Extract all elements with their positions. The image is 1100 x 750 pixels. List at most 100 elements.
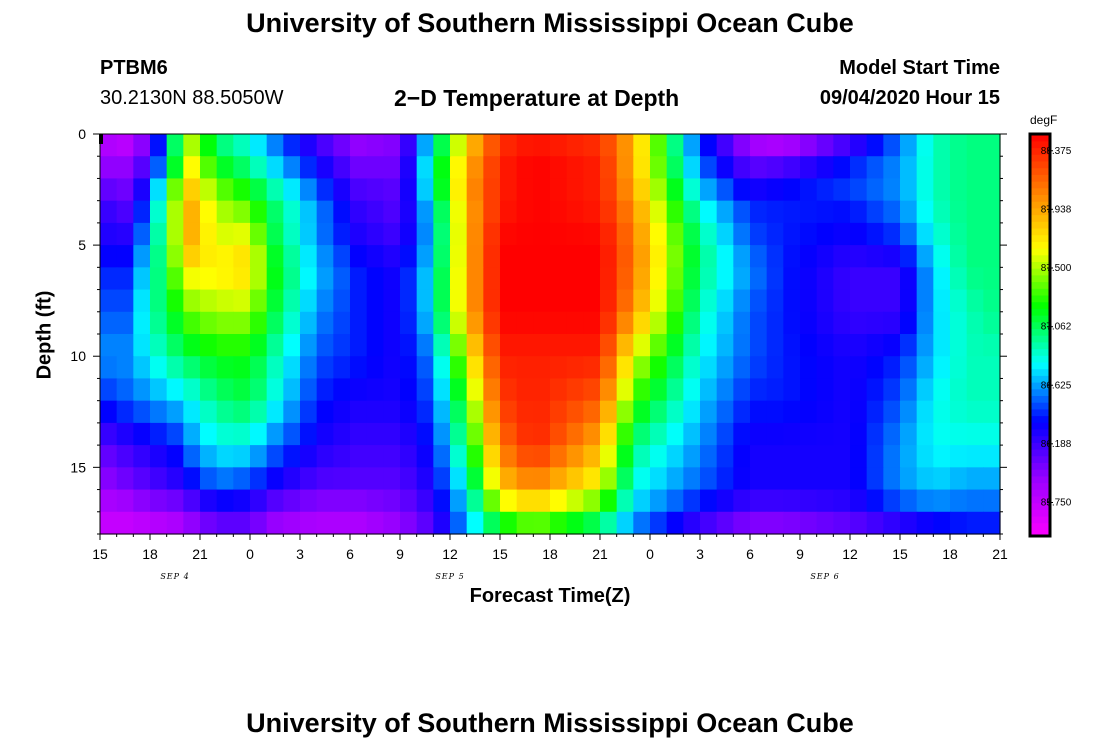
heatmap-cell — [483, 489, 501, 513]
heatmap-cell — [533, 445, 551, 468]
heatmap-cell — [250, 200, 268, 224]
heatmap-cell — [550, 245, 568, 268]
heatmap-cell — [150, 356, 168, 380]
heatmap-cell — [416, 400, 434, 424]
heatmap-cell — [883, 156, 901, 180]
heatmap-cell — [666, 334, 684, 357]
heatmap-cell — [233, 267, 251, 291]
heatmap-cell — [633, 200, 651, 224]
heatmap-cell — [583, 178, 601, 202]
heatmap-cell — [533, 289, 551, 313]
heatmap-cell — [350, 489, 368, 513]
colorbar-swatch — [1030, 201, 1050, 209]
heatmap-cell — [350, 134, 368, 157]
heatmap-cell — [100, 378, 118, 402]
heatmap-cell — [983, 356, 1001, 380]
heatmap-cell — [333, 378, 351, 402]
heatmap-cell — [633, 467, 651, 491]
heatmap-cell — [566, 311, 584, 335]
heatmap-cell — [300, 267, 318, 291]
heatmap-cell — [233, 489, 251, 513]
heatmap-cell — [483, 289, 501, 313]
heatmap-cell — [250, 245, 268, 268]
heatmap-cell — [700, 511, 718, 535]
heatmap-cell — [716, 445, 734, 468]
heatmap-cell — [116, 445, 134, 468]
heatmap-cell — [816, 156, 834, 180]
heatmap-cell — [816, 178, 834, 202]
colorbar-swatch — [1030, 147, 1050, 155]
heatmap-cell — [733, 356, 751, 380]
heatmap-cell — [883, 489, 901, 513]
heatmap-cell — [683, 378, 701, 402]
heatmap-cell — [300, 245, 318, 268]
heatmap-cell — [666, 156, 684, 180]
heatmap-cell — [883, 178, 901, 202]
heatmap-cell — [250, 334, 268, 357]
colorbar-swatch — [1030, 395, 1050, 403]
heatmap-cell — [483, 334, 501, 357]
heatmap-cell — [383, 334, 401, 357]
heatmap-cell — [400, 445, 418, 468]
heatmap-cell — [500, 311, 518, 335]
x-tick-label: 0 — [646, 546, 654, 562]
heatmap-cell — [783, 356, 801, 380]
heatmap-cell — [100, 422, 118, 446]
x-tick-label: 15 — [492, 546, 508, 562]
heatmap-cell — [483, 445, 501, 468]
heatmap-cell — [283, 422, 301, 446]
heatmap-cell — [700, 200, 718, 224]
heatmap-cell — [333, 311, 351, 335]
heatmap-cell — [200, 311, 218, 335]
heatmap-cell — [816, 356, 834, 380]
colorbar-swatch — [1030, 281, 1050, 289]
heatmap-cell — [400, 267, 418, 291]
heatmap-cell — [833, 489, 851, 513]
heatmap-cell — [766, 511, 784, 535]
heatmap-cell — [783, 311, 801, 335]
x-tick-label: 3 — [696, 546, 704, 562]
heatmap-cell — [983, 156, 1001, 180]
heatmap-cell — [750, 356, 768, 380]
heatmap-cell — [983, 245, 1001, 268]
heatmap-cell — [433, 134, 451, 157]
heatmap-cell — [983, 378, 1001, 402]
colorbar-swatch — [1030, 221, 1050, 229]
heatmap-cell — [916, 222, 934, 246]
heatmap-cell — [766, 222, 784, 246]
heatmap-cell — [333, 511, 351, 535]
heatmap-cell — [750, 378, 768, 402]
heatmap-cell — [466, 222, 484, 246]
heatmap-cell — [966, 134, 984, 157]
heatmap-cell — [683, 222, 701, 246]
heatmap-cell — [133, 267, 151, 291]
heatmap-cell — [700, 311, 718, 335]
heatmap-cell — [100, 511, 118, 535]
colorbar-swatch — [1030, 241, 1050, 249]
heatmap-cell — [783, 511, 801, 535]
heatmap-cell — [366, 245, 384, 268]
heatmap-cell — [666, 267, 684, 291]
heatmap-cell — [800, 267, 818, 291]
heatmap-cell — [616, 267, 634, 291]
heatmap-cell — [166, 445, 184, 468]
heatmap-cell — [916, 445, 934, 468]
heatmap-cell — [316, 245, 334, 268]
heatmap-cell — [400, 222, 418, 246]
heatmap-cell — [383, 422, 401, 446]
heatmap-cell — [383, 356, 401, 380]
heatmap-cell — [716, 222, 734, 246]
heatmap-cell — [333, 200, 351, 224]
heatmap-cell — [966, 178, 984, 202]
heatmap-cell — [383, 156, 401, 180]
heatmap-cell — [866, 134, 884, 157]
heatmap-cell — [833, 356, 851, 380]
heatmap-cell — [366, 489, 384, 513]
heatmap-cell — [766, 445, 784, 468]
heatmap-cell — [400, 467, 418, 491]
heatmap-cell — [133, 134, 151, 157]
heatmap-cell — [200, 356, 218, 380]
heatmap-cell — [116, 356, 134, 380]
heatmap-cell — [450, 156, 468, 180]
